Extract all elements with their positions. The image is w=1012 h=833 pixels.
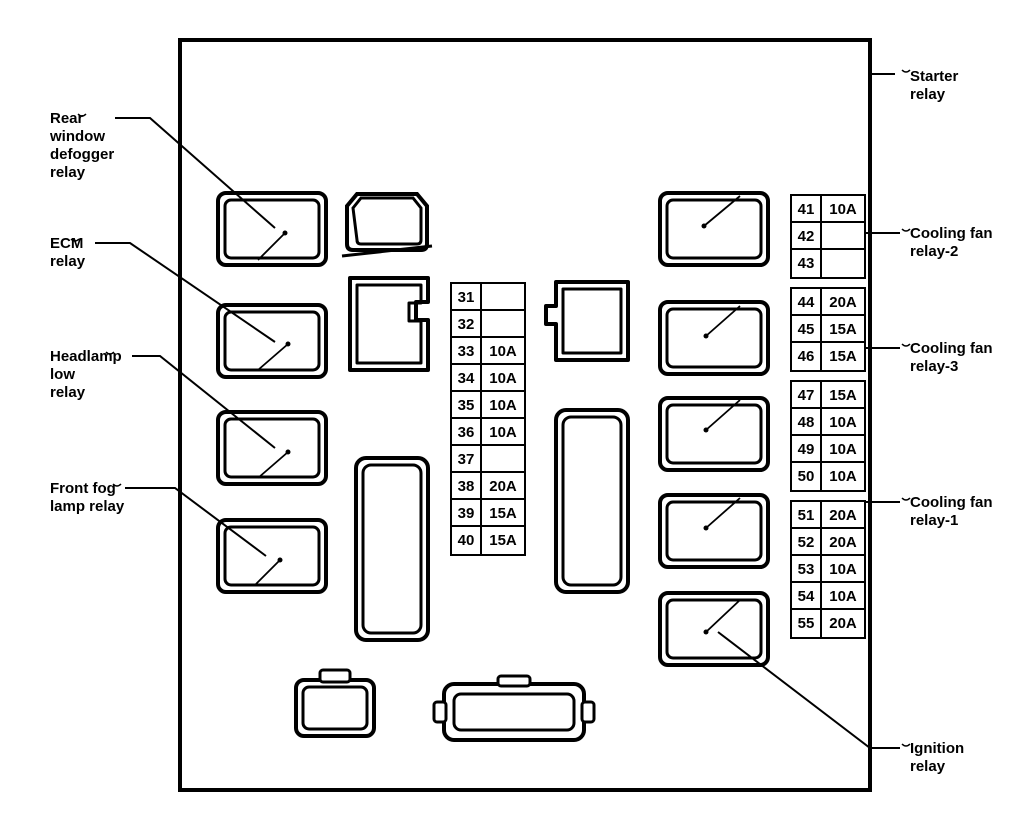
fuse-34-number: 34 bbox=[452, 365, 482, 392]
ecm-relay-label: ECM relay bbox=[50, 235, 85, 271]
fuse-38-amp: 20A bbox=[482, 473, 524, 500]
relay-ignition bbox=[660, 593, 768, 665]
fuse-50-amp: 10A bbox=[822, 463, 864, 490]
fuse-51-amp: 20A bbox=[822, 502, 864, 529]
fuse-54-amp: 10A bbox=[822, 583, 864, 610]
relay-cf-3 bbox=[660, 302, 768, 374]
fuse-41-amp: 10A bbox=[822, 196, 864, 223]
block-tall-right bbox=[556, 410, 628, 592]
fuse-54-number: 54 bbox=[792, 583, 822, 610]
ignition-relay-label: Ignition relay bbox=[910, 740, 964, 776]
fuse-37-number: 37 bbox=[452, 446, 482, 473]
fuse-50-number: 50 bbox=[792, 463, 822, 490]
ignition-relay-tick bbox=[902, 744, 910, 746]
fuse-34-amp: 10A bbox=[482, 365, 524, 392]
cooling-fan-1-tick bbox=[902, 498, 910, 500]
fuse-33-amp: 10A bbox=[482, 338, 524, 365]
fuse-41-number: 41 bbox=[792, 196, 822, 223]
fuse-40-number: 40 bbox=[452, 527, 482, 554]
fuse-39-number: 39 bbox=[452, 500, 482, 527]
fuse-43: 43 bbox=[790, 248, 866, 279]
fuse-43-number: 43 bbox=[792, 250, 822, 277]
fuse-40-amp: 15A bbox=[482, 527, 524, 554]
fuse-53-number: 53 bbox=[792, 556, 822, 583]
cooling-fan-2-label: Cooling fan relay-2 bbox=[910, 225, 993, 261]
fuse-53-amp: 10A bbox=[822, 556, 864, 583]
fuse-51-number: 51 bbox=[792, 502, 822, 529]
fuse-32-amp bbox=[482, 311, 524, 338]
fuse-55-number: 55 bbox=[792, 610, 822, 637]
fuse-46-amp: 15A bbox=[822, 343, 864, 370]
fuse-box-diagram: 31323310A3410A3510A3610A373820A3915A4015… bbox=[0, 0, 1012, 833]
relay-headlamp-low bbox=[218, 412, 326, 484]
fuse-46: 4615A bbox=[790, 341, 866, 372]
relay-spare-1 bbox=[660, 495, 768, 567]
fuse-35-amp: 10A bbox=[482, 392, 524, 419]
fuse-42-amp bbox=[822, 223, 864, 250]
relay-front-fog bbox=[218, 520, 326, 592]
rear-defogger-leader bbox=[115, 118, 275, 228]
ignition-relay-leader bbox=[718, 632, 900, 748]
fuse-55: 5520A bbox=[790, 608, 866, 639]
fuse-50: 5010A bbox=[790, 461, 866, 492]
fuse-52-number: 52 bbox=[792, 529, 822, 556]
fuse-45-amp: 15A bbox=[822, 316, 864, 343]
front-fog-label: Front fog lamp relay bbox=[50, 480, 124, 516]
starter-relay-label: Starter relay bbox=[910, 68, 958, 104]
fuse-49-amp: 10A bbox=[822, 436, 864, 463]
rear-defogger-label: Rear window defogger relay bbox=[50, 110, 114, 182]
block-mid-left bbox=[350, 278, 428, 370]
fuse-32-number: 32 bbox=[452, 311, 482, 338]
fuse-31-number: 31 bbox=[452, 284, 482, 311]
relay-cf-2 bbox=[660, 193, 768, 265]
fuse-55-amp: 20A bbox=[822, 610, 864, 637]
fuse-37-amp bbox=[482, 446, 524, 473]
fuse-44-amp: 20A bbox=[822, 289, 864, 316]
starter-relay-tick bbox=[902, 70, 910, 72]
cooling-fan-2-tick bbox=[902, 229, 910, 231]
fuse-36-amp: 10A bbox=[482, 419, 524, 446]
cooling-fan-1-label: Cooling fan relay-1 bbox=[910, 494, 993, 530]
fuse-42-number: 42 bbox=[792, 223, 822, 250]
fuse-39-amp: 15A bbox=[482, 500, 524, 527]
headlamp-low-label: Headlamp low relay bbox=[50, 348, 122, 402]
fuse-47-amp: 15A bbox=[822, 382, 864, 409]
fuse-48-amp: 10A bbox=[822, 409, 864, 436]
block-bottom-left bbox=[296, 670, 374, 736]
fuse-36-number: 36 bbox=[452, 419, 482, 446]
fuse-31-amp bbox=[482, 284, 524, 311]
relay-cf-1 bbox=[660, 398, 768, 470]
fuse-45-number: 45 bbox=[792, 316, 822, 343]
block-small-right bbox=[546, 282, 628, 360]
relay-rear-defogger bbox=[218, 193, 326, 265]
fuse-40: 4015A bbox=[450, 525, 526, 556]
fuse-46-number: 46 bbox=[792, 343, 822, 370]
fuse-33-number: 33 bbox=[452, 338, 482, 365]
cooling-fan-3-label: Cooling fan relay-3 bbox=[910, 340, 993, 376]
fuse-43-amp bbox=[822, 250, 864, 277]
fuse-49-number: 49 bbox=[792, 436, 822, 463]
fuse-52-amp: 20A bbox=[822, 529, 864, 556]
tab-connector-top bbox=[342, 194, 432, 256]
fuse-38-number: 38 bbox=[452, 473, 482, 500]
fuse-47-number: 47 bbox=[792, 382, 822, 409]
block-tall-left bbox=[356, 458, 428, 640]
block-bottom-right bbox=[434, 676, 594, 740]
fuse-48-number: 48 bbox=[792, 409, 822, 436]
fuse-35-number: 35 bbox=[452, 392, 482, 419]
cooling-fan-3-tick bbox=[902, 344, 910, 346]
fuse-44-number: 44 bbox=[792, 289, 822, 316]
